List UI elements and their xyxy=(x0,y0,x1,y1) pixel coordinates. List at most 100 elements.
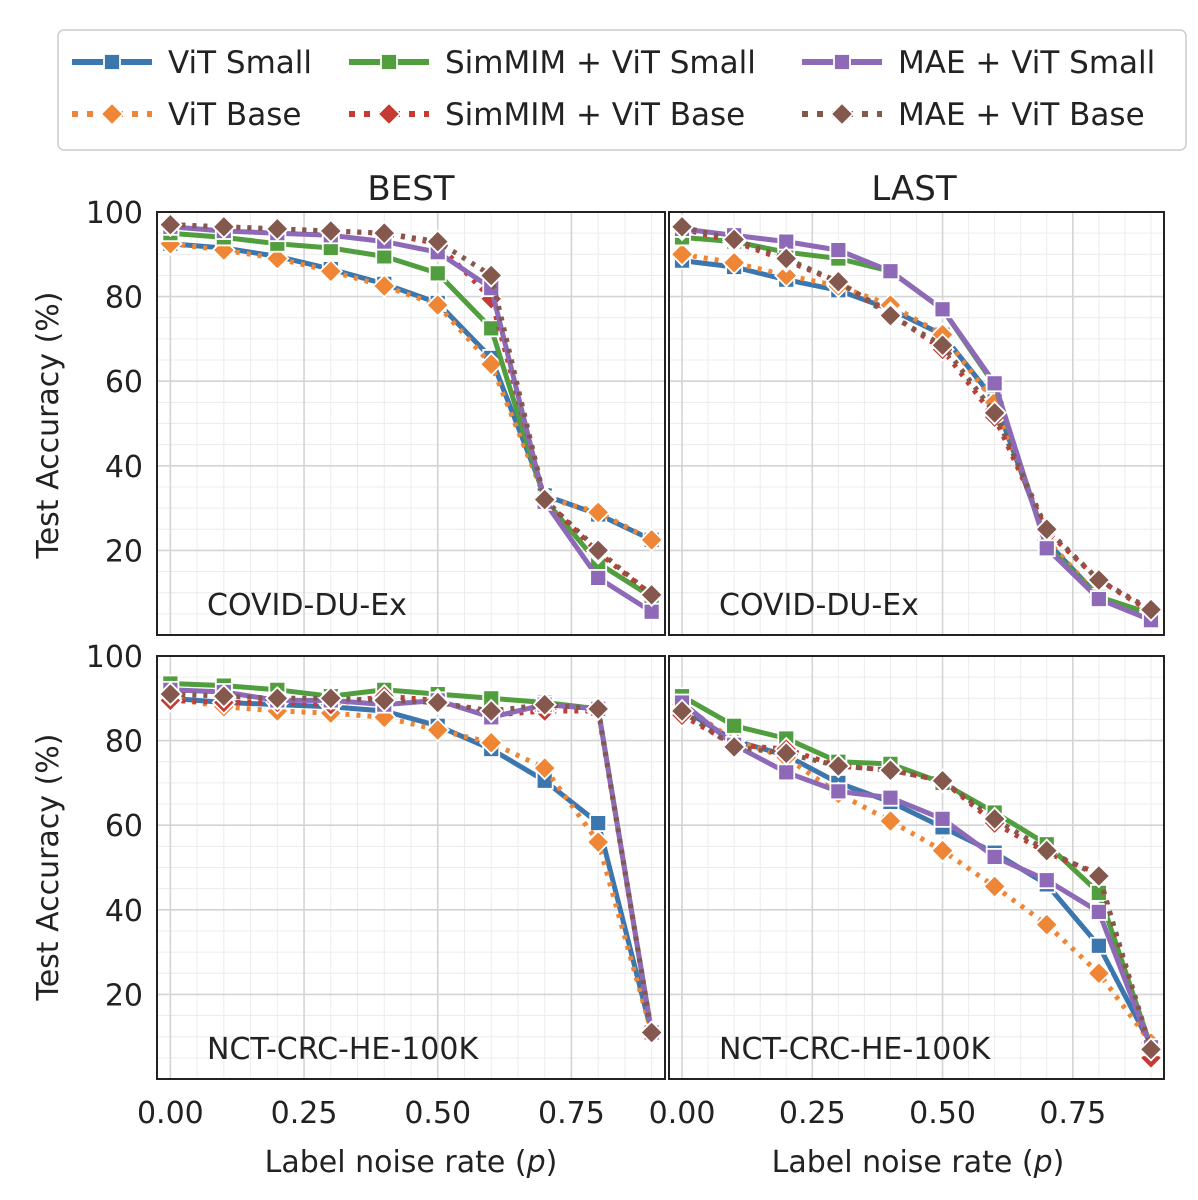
data-point-vit-base xyxy=(425,717,451,743)
series-mae-vit-base xyxy=(158,681,664,1045)
y-tick-label: 20 xyxy=(105,534,143,569)
data-point-mae-vit-base xyxy=(721,734,747,760)
data-point-mae-vit-base xyxy=(639,1020,664,1045)
legend-marker-simmim-vit-base xyxy=(376,101,402,127)
data-point-vit-base xyxy=(1086,960,1112,986)
x-axis-label-suffix: ) xyxy=(546,1145,558,1180)
legend-marker-mae-vit-base xyxy=(829,101,855,127)
data-point-mae-vit-base xyxy=(425,229,451,254)
y-tick-label: 40 xyxy=(105,450,143,485)
data-point-mae-vit-base xyxy=(265,216,290,242)
data-point-mae-vit-base xyxy=(532,487,557,512)
dataset-label: NCT-CRC-HE-100K xyxy=(207,1032,479,1067)
x-axis-label-left: Label noise rate (p) xyxy=(265,1145,558,1180)
column-title-last: LAST xyxy=(871,169,957,209)
data-point-mae-vit-base xyxy=(1138,597,1164,622)
series-line-mae-vit-base xyxy=(170,691,655,1033)
legend-label-simmim-vit-small: SimMIM + ViT Small xyxy=(445,45,756,81)
panel-frame xyxy=(156,655,666,1080)
y-tick-label: 100 xyxy=(86,640,143,675)
series-line-simmim-vit-base xyxy=(680,713,1154,1059)
data-point-mae-vit-base xyxy=(478,698,504,724)
data-point-mae-vit-base xyxy=(826,753,851,779)
x-axis-label-right: Label noise rate (p) xyxy=(772,1145,1065,1180)
data-point-simmim-vit-small xyxy=(428,264,447,283)
data-point-mae-vit-small xyxy=(1037,539,1056,558)
legend-label-mae-vit-base: MAE + ViT Base xyxy=(898,97,1145,133)
series-mae-vit-base xyxy=(158,212,664,608)
series-mae-vit-base xyxy=(669,214,1164,622)
series-line-mae-vit-small xyxy=(680,700,1154,1049)
legend-item-simmim-vit-base: SimMIM + ViT Base xyxy=(349,97,745,133)
legend-frame xyxy=(57,29,1187,151)
data-point-mae-vit-small xyxy=(589,568,608,587)
data-point-vit-base xyxy=(669,242,695,267)
data-point-mae-vit-base xyxy=(878,757,903,783)
data-point-mae-vit-base xyxy=(669,698,695,724)
y-tick-label: 20 xyxy=(105,978,143,1013)
legend-item-mae-vit-small: MAE + ViT Small xyxy=(802,45,1155,81)
dataset-label: NCT-CRC-HE-100K xyxy=(719,1032,991,1067)
data-point-mae-vit-base xyxy=(585,538,611,563)
data-point-mae-vit-base xyxy=(425,690,451,715)
data-point-mae-vit-base xyxy=(1086,863,1112,889)
legend-marker-vit-base xyxy=(99,101,125,127)
y-tick-label: 100 xyxy=(86,196,143,231)
dataset-label: COVID-DU-Ex xyxy=(719,588,919,623)
data-point-mae-vit-base xyxy=(585,696,611,722)
data-point-mae-vit-base xyxy=(1138,1037,1164,1062)
data-point-mae-vit-small xyxy=(881,788,900,807)
data-point-mae-vit-base xyxy=(211,214,237,240)
data-point-vit-base xyxy=(721,250,747,276)
x-tick-label: 0.50 xyxy=(909,1096,976,1131)
data-point-mae-vit-small xyxy=(1037,871,1056,890)
x-axis-label-var: p xyxy=(1033,1145,1053,1180)
legend: ViT Small SimMIM + ViT Small MAE + ViT Sma… xyxy=(57,29,1187,151)
series-line-mae-vit-small xyxy=(170,224,653,614)
data-point-mae-vit-base xyxy=(721,227,747,252)
y-tick-label: 80 xyxy=(105,281,143,316)
data-point-mae-vit-base xyxy=(669,214,695,240)
legend-item-mae-vit-base: MAE + ViT Base xyxy=(802,97,1145,133)
x-axis-label-var: p xyxy=(526,1145,546,1180)
series-line-simmim-vit-small xyxy=(170,230,653,600)
panel-3: NCT-CRC-HE-100K 20 40 60 80 100 0.00 0.25 0.50 0.… xyxy=(86,640,666,1131)
series-line-vit-base xyxy=(681,251,1152,617)
data-point-mae-vit-base xyxy=(982,400,1007,426)
series-line-mae-vit-base xyxy=(170,222,654,597)
data-point-mae-vit-base xyxy=(982,806,1007,832)
y-tick-label: 40 xyxy=(105,894,143,929)
data-point-simmim-vit-small xyxy=(375,247,394,266)
data-point-mae-vit-base xyxy=(773,246,799,271)
data-point-mae-vit-small xyxy=(933,300,952,319)
data-point-vit-small xyxy=(1089,936,1108,955)
data-point-mae-vit-small xyxy=(881,262,900,281)
legend-label-vit-base: ViT Base xyxy=(168,97,301,133)
data-point-mae-vit-base xyxy=(930,332,955,358)
legend-marker-vit-small xyxy=(103,53,121,71)
data-point-mae-vit-small xyxy=(1089,590,1108,608)
panel-1: COVID-DU-Ex 20 40 60 80 100 xyxy=(86,196,666,636)
data-point-vit-base xyxy=(585,829,611,855)
dataset-label: COVID-DU-Ex xyxy=(207,588,407,623)
series-line-vit-base xyxy=(170,695,655,1034)
series-line-mae-vit-small xyxy=(681,226,1152,623)
x-tick-label: 0.00 xyxy=(137,1096,204,1131)
y-tick-label: 60 xyxy=(105,809,143,844)
data-point-mae-vit-small xyxy=(1089,903,1108,921)
data-point-mae-vit-base xyxy=(211,683,237,709)
data-point-mae-vit-base xyxy=(318,218,344,244)
y-axis-label-bottom: Test Accuracy (%) xyxy=(31,733,66,1001)
x-tick-label: 0.25 xyxy=(779,1096,846,1131)
data-point-vit-base xyxy=(930,838,955,863)
legend-marker-simmim-vit-small xyxy=(380,53,398,71)
data-point-vit-base xyxy=(1034,912,1060,937)
data-point-mae-vit-base xyxy=(878,303,903,328)
legend-item-vit-base: ViT Base xyxy=(72,97,301,133)
data-point-mae-vit-base xyxy=(371,688,397,713)
legend-label-simmim-vit-base: SimMIM + ViT Base xyxy=(445,97,745,133)
panel-frame xyxy=(668,655,1165,1080)
data-point-mae-vit-base xyxy=(1034,838,1060,863)
